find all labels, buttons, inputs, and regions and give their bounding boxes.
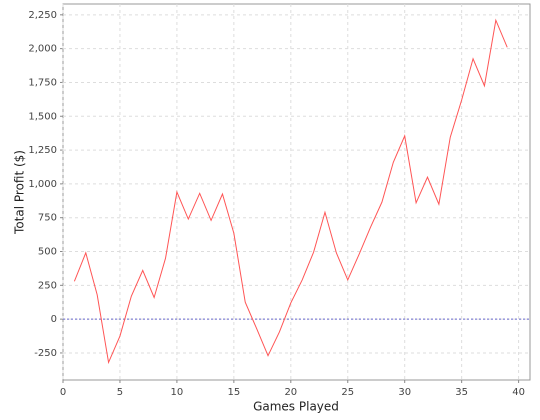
y-tick-label: 2,000 [28, 44, 57, 55]
x-tick-label: 20 [284, 387, 297, 398]
y-tick-label: 500 [38, 247, 57, 258]
x-tick-label: 25 [341, 387, 354, 398]
x-tick-label: 30 [398, 387, 411, 398]
y-tick-label: 1,250 [28, 145, 57, 156]
plot-area [62, 3, 531, 381]
data-line [73, 18, 508, 365]
y-tick-label: 0 [51, 314, 57, 325]
y-tick-label: 2,250 [28, 10, 57, 21]
y-axis-title: Total Profit ($) [13, 150, 27, 235]
x-axis-title: Games Played [253, 400, 339, 414]
x-tick-label: 40 [512, 387, 525, 398]
x-tick-label: 0 [60, 387, 66, 398]
y-tick-label: 1,500 [28, 111, 57, 122]
y-tick-label: 750 [38, 213, 57, 224]
y-tick-label: 1,000 [28, 179, 57, 190]
y-tick-label: 1,750 [28, 77, 57, 88]
x-tick-label: 15 [227, 387, 240, 398]
y-tick-label: -250 [34, 348, 57, 359]
x-tick-label: 35 [455, 387, 468, 398]
y-tick-label: 250 [38, 280, 57, 291]
x-tick-label: 5 [117, 387, 123, 398]
x-tick-label: 10 [171, 387, 184, 398]
